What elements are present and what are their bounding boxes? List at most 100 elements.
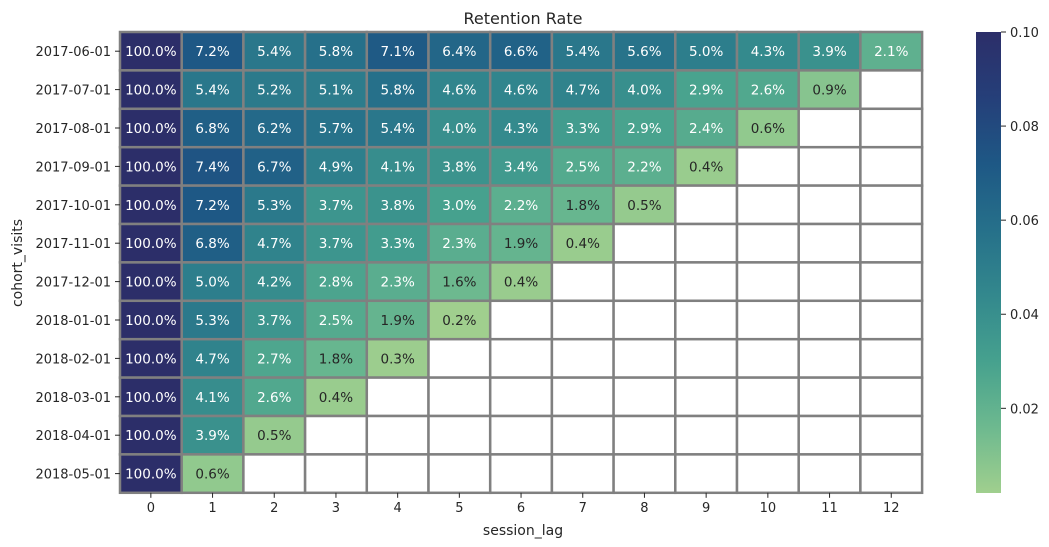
cell-value-label: 0.5% [257, 428, 291, 444]
heatmap-cell [242, 69, 307, 111]
heatmap-cell [674, 299, 739, 341]
y-tick-label: 2017-08-01 [35, 122, 111, 137]
heatmap-cell [180, 299, 245, 341]
x-tick-label: 11 [821, 501, 838, 516]
heatmap-cell [550, 30, 615, 72]
cell-value-label: 4.7% [195, 351, 229, 367]
heatmap-cell [612, 337, 677, 379]
cell-value-label: 5.3% [257, 198, 291, 214]
heatmap-cell [242, 261, 307, 303]
colorbar-ticks: 0.02 0.04 0.06 0.08 0.10 [1001, 26, 1039, 417]
y-tick-label: 2018-05-01 [35, 468, 111, 483]
heatmap-cell [735, 376, 800, 418]
heatmap-cell [859, 184, 924, 226]
heatmap-cell [859, 145, 924, 187]
cell-value-label: 5.8% [319, 44, 353, 60]
heatmap-cell [550, 337, 615, 379]
cell-value-label: 5.4% [566, 44, 600, 60]
cell-value-label: 100.0% [125, 44, 177, 60]
cell-value-label: 4.0% [442, 121, 476, 137]
cell-value-label: 0.6% [751, 121, 785, 137]
cell-value-label: 3.8% [442, 159, 476, 175]
cell-value-label: 5.4% [380, 121, 414, 137]
heatmap-cell [674, 30, 739, 72]
cell-value-label: 4.3% [504, 121, 538, 137]
x-tick-label: 0 [147, 501, 155, 516]
heatmap-cell [859, 414, 924, 456]
cell-value-label: 3.4% [504, 159, 538, 175]
colorbar-tick-label: 0.02 [1010, 402, 1039, 417]
heatmap-cell [427, 376, 492, 418]
heatmap-cell [118, 453, 183, 495]
heatmap-cell [735, 453, 800, 495]
x-tick-label: 12 [883, 501, 900, 516]
heatmap-cell [303, 414, 369, 456]
y-tick-label: 2017-06-01 [35, 45, 111, 60]
heatmap-cell [303, 184, 369, 226]
heatmap-cell [859, 107, 924, 149]
heatmap-cell [488, 414, 554, 456]
heatmap-cell [859, 453, 924, 495]
cell-value-label: 5.3% [195, 313, 229, 329]
colorbar-tick-label: 0.04 [1010, 308, 1039, 323]
heatmap-cell [550, 414, 615, 456]
cell-value-label: 3.9% [812, 44, 846, 60]
heatmap-cell [797, 261, 862, 303]
heatmap-cell [797, 453, 862, 495]
cell-value-label: 5.7% [319, 121, 353, 137]
colorbar-tick-label: 0.08 [1010, 120, 1039, 135]
cell-value-label: 100.0% [125, 313, 177, 329]
cell-value-label: 3.0% [442, 198, 476, 214]
cell-value-label: 4.2% [257, 275, 291, 291]
x-tick-label: 6 [517, 501, 525, 516]
cell-value-label: 6.4% [442, 44, 476, 60]
cell-value-label: 100.0% [125, 236, 177, 252]
cell-value-label: 5.6% [627, 44, 661, 60]
heatmap-cell [735, 107, 800, 149]
cell-value-label: 5.4% [257, 44, 291, 60]
cell-value-label: 100.0% [125, 390, 177, 406]
heatmap-cell [735, 261, 800, 303]
cell-value-label: 2.3% [442, 236, 476, 252]
heatmap-cell [612, 222, 677, 264]
cell-value-label: 100.0% [125, 198, 177, 214]
cell-value-label: 0.4% [689, 159, 723, 175]
cell-value-label: 100.0% [125, 83, 177, 99]
heatmap-cell [735, 337, 800, 379]
heatmap-cell [797, 222, 862, 264]
heatmap-cell [612, 261, 677, 303]
cell-value-label: 0.9% [812, 83, 846, 99]
heatmap-cell [859, 337, 924, 379]
heatmap-cell [674, 184, 739, 226]
cell-value-label: 4.3% [751, 44, 785, 60]
heatmap-cell [427, 261, 492, 303]
cell-value-label: 0.4% [566, 236, 600, 252]
cell-value-label: 1.6% [442, 275, 476, 291]
heatmap-cell [797, 299, 862, 341]
heatmap-cell [735, 184, 800, 226]
heatmap-cell [365, 414, 430, 456]
cell-value-label: 6.2% [257, 121, 291, 137]
heatmap-cell [427, 414, 492, 456]
cell-value-label: 1.8% [566, 198, 600, 214]
y-axis-label: cohort_visits [10, 219, 26, 307]
heatmap-cell [488, 376, 554, 418]
heatmap-cell [488, 299, 554, 341]
x-tick-label: 4 [394, 501, 402, 516]
heatmap-cell [180, 184, 245, 226]
heatmap-cell [488, 453, 554, 495]
y-tick-label: 2017-11-01 [35, 237, 111, 252]
heatmap-cell [674, 337, 739, 379]
cell-value-label: 100.0% [125, 467, 177, 483]
x-tick-label: 8 [640, 501, 648, 516]
cell-value-label: 2.5% [566, 159, 600, 175]
cell-value-label: 6.7% [257, 159, 291, 175]
heatmap-cell [118, 261, 183, 303]
heatmap-cell [612, 414, 677, 456]
heatmap-cell [365, 376, 430, 418]
cell-value-label: 2.2% [627, 159, 661, 175]
y-tick-label: 2018-04-01 [35, 429, 111, 444]
cell-value-label: 100.0% [125, 159, 177, 175]
cell-value-label: 2.3% [380, 275, 414, 291]
heatmap-cell [674, 453, 739, 495]
